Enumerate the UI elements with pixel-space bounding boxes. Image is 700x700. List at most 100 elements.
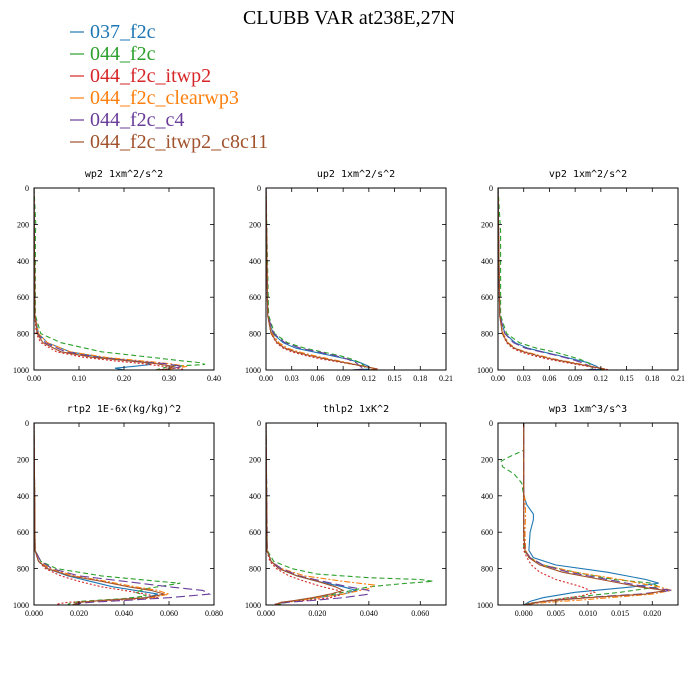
panel-title: rtp2 1E-6x(kg/kg)^2 — [67, 404, 181, 415]
series-line-044_f2c_itwp2_c8c11 — [266, 423, 345, 605]
y-tick-label: 600 — [17, 293, 29, 302]
legend-entry: 037_f2c — [90, 21, 156, 43]
x-tick-label: 0.015 — [611, 609, 629, 618]
y-tick-label: 400 — [481, 257, 493, 266]
x-tick-label: 0.040 — [360, 609, 378, 618]
series-line-044_f2c — [34, 423, 181, 605]
series-line-044_f2c_c4 — [498, 188, 597, 370]
series-line-044_f2c_clearwp3 — [34, 188, 188, 370]
x-tick-label: 0.40 — [207, 374, 221, 383]
y-tick-label: 800 — [17, 565, 29, 574]
figure-title: CLUBB VAR at238E,27N — [243, 7, 455, 29]
series-line-044_f2c_itwp2_c8c11 — [34, 188, 176, 370]
x-tick-label: 0.30 — [162, 374, 176, 383]
series-group — [34, 188, 206, 370]
series-line-044_f2c — [34, 188, 206, 370]
y-tick-label: 0 — [257, 419, 261, 428]
y-tick-label: 400 — [17, 257, 29, 266]
x-tick-label: 0.12 — [362, 374, 376, 383]
y-tick-label: 600 — [17, 528, 29, 537]
series-line-037_f2c — [34, 188, 152, 370]
y-tick-label: 0 — [25, 419, 29, 428]
x-tick-label: 0.15 — [620, 374, 634, 383]
series-line-044_f2c_c4 — [523, 423, 672, 605]
y-tick-label: 1000 — [245, 601, 261, 610]
y-tick-label: 1000 — [13, 366, 29, 375]
x-tick-label: 0.00 — [27, 374, 41, 383]
x-tick-label: 0.20 — [117, 374, 131, 383]
x-tick-label: 0.15 — [388, 374, 402, 383]
series-line-044_f2c_itwp2 — [266, 188, 378, 370]
y-tick-label: 0 — [489, 419, 493, 428]
series-line-044_f2c_clearwp3 — [523, 423, 672, 605]
y-tick-label: 200 — [17, 220, 29, 229]
plot-frame — [497, 187, 679, 371]
series-line-044_f2c_itwp2 — [34, 188, 184, 370]
series-line-044_f2c_c4 — [266, 188, 367, 370]
legend-entry: 044_f2c_clearwp3 — [90, 87, 239, 109]
plot-frame — [265, 422, 447, 606]
series-line-044_f2c_itwp2_c8c11 — [523, 423, 666, 605]
y-tick-label: 600 — [249, 528, 261, 537]
x-tick-label: 0.09 — [336, 374, 350, 383]
series-line-044_f2c_c4 — [34, 423, 212, 605]
series-line-044_f2c — [498, 188, 593, 370]
series-line-044_f2c_itwp2_c8c11 — [34, 423, 165, 605]
legend-entry: 044_f2c_itwp2 — [90, 65, 211, 87]
panel-title: vp2 1xm^2/s^2 — [549, 169, 627, 180]
x-tick-label: 0.21 — [439, 374, 453, 383]
plot-frame — [497, 422, 679, 606]
y-tick-label: 0 — [257, 184, 261, 193]
series-line-044_f2c — [266, 423, 434, 605]
x-tick-label: 0.09 — [568, 374, 582, 383]
y-tick-label: 200 — [17, 455, 29, 464]
y-tick-label: 400 — [17, 492, 29, 501]
y-tick-label: 1000 — [477, 366, 493, 375]
series-line-044_f2c_itwp2 — [523, 423, 597, 605]
panel-title: thlp2 1xK^2 — [323, 404, 389, 415]
x-tick-label: 0.10 — [72, 374, 86, 383]
x-tick-label: 0.06 — [310, 374, 324, 383]
x-tick-label: 0.020 — [643, 609, 661, 618]
series-line-044_f2c_clearwp3 — [34, 423, 172, 605]
y-tick-label: 400 — [249, 257, 261, 266]
x-tick-label: 0.03 — [517, 374, 531, 383]
x-tick-label: 0.000 — [257, 609, 275, 618]
series-line-044_f2c_c4 — [34, 188, 183, 370]
y-tick-label: 200 — [249, 455, 261, 464]
series-line-044_f2c — [266, 188, 366, 370]
x-tick-label: 0.080 — [205, 609, 223, 618]
y-tick-label: 800 — [249, 330, 261, 339]
y-tick-label: 400 — [249, 492, 261, 501]
y-tick-label: 1000 — [477, 601, 493, 610]
panel-4: rtp2 1E-6x(kg/kg)^2 0 200 400 600 800 10000.00… — [13, 404, 223, 618]
legend-entry: 044_f2c_c4 — [90, 109, 184, 131]
series-line-044_f2c_itwp2_c8c11 — [498, 188, 606, 370]
y-tick-label: 800 — [481, 565, 493, 574]
series-line-044_f2c_clearwp3 — [498, 188, 606, 370]
x-tick-label: 0.12 — [594, 374, 608, 383]
x-tick-label: 0.000 — [25, 609, 43, 618]
y-tick-label: 1000 — [245, 366, 261, 375]
panel-title: wp2 1xm^2/s^2 — [85, 169, 163, 180]
series-group — [34, 423, 212, 605]
panel-6: wp3 1xm^3/s^3 0 200 400 600 800 1000 0.000 0.005… — [477, 404, 679, 618]
y-tick-label: 0 — [25, 184, 29, 193]
panel-title: wp3 1xm^3/s^3 — [549, 404, 627, 415]
y-tick-label: 0 — [489, 184, 493, 193]
series-line-044_f2c_itwp2_c8c11 — [266, 188, 378, 370]
y-tick-label: 400 — [481, 492, 493, 501]
x-tick-label: 0.000 — [515, 609, 533, 618]
y-tick-label: 600 — [249, 293, 261, 302]
series-line-037_f2c — [266, 423, 359, 605]
x-tick-label: 0.03 — [285, 374, 299, 383]
y-tick-label: 800 — [481, 330, 493, 339]
series-line-037_f2c — [523, 423, 659, 605]
series-group — [500, 423, 672, 605]
